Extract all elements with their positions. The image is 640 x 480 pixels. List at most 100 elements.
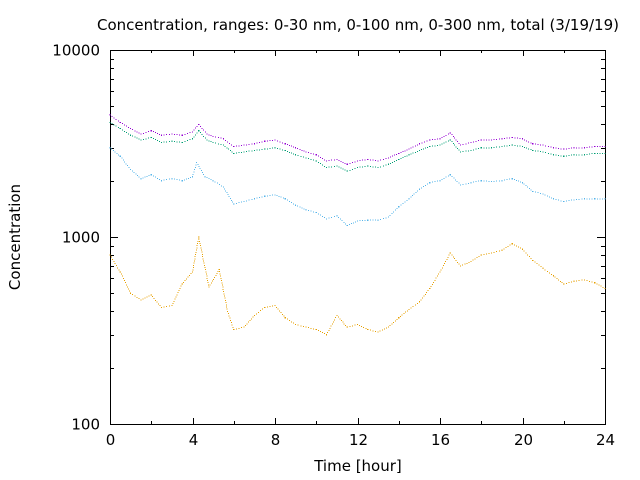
- trace-dot: [173, 133, 175, 135]
- trace-dot: [223, 293, 225, 295]
- x-tick-label: 24: [596, 431, 615, 449]
- trace-dot: [416, 302, 418, 304]
- trace-dot: [217, 137, 219, 139]
- trace-dot: [467, 142, 469, 144]
- trace-dot: [394, 160, 396, 162]
- y-tick-label: 1000: [62, 229, 100, 247]
- trace-dot: [261, 196, 263, 198]
- trace-dot: [115, 265, 117, 267]
- trace-dot: [496, 180, 498, 182]
- data-point: [264, 140, 266, 142]
- trace-dot: [394, 209, 396, 211]
- trace-dot: [229, 197, 231, 199]
- x-axis: 0 4 8 12 16 20 24: [106, 50, 615, 449]
- trace-dot: [146, 175, 148, 177]
- trace-dot: [293, 322, 295, 324]
- trace-dot: [199, 125, 201, 127]
- data-point: [563, 283, 565, 285]
- data-point: [284, 317, 286, 319]
- trace-dot: [454, 137, 456, 139]
- trace-dot: [525, 185, 527, 187]
- trace-dot: [578, 280, 580, 282]
- data-point: [274, 147, 276, 149]
- trace-dot: [226, 308, 228, 310]
- trace-dot: [427, 146, 429, 148]
- trace-dot: [385, 158, 387, 160]
- trace-dot: [194, 256, 196, 258]
- data-point: [552, 198, 555, 200]
- trace-dot: [548, 196, 550, 198]
- trace-dot: [440, 269, 442, 271]
- trace-dot: [172, 302, 174, 304]
- trace-dot: [390, 156, 391, 158]
- trace-dot: [288, 144, 290, 146]
- trace-dot: [220, 143, 222, 145]
- trace-dot: [396, 159, 398, 161]
- trace-dot: [308, 327, 310, 329]
- trace-dot: [342, 168, 344, 170]
- trace-dot: [513, 244, 515, 246]
- trace-dot: [210, 179, 212, 181]
- trace-dot: [591, 146, 593, 148]
- data-point: [501, 138, 503, 140]
- trace-dot: [556, 278, 558, 280]
- trace-dot: [546, 270, 548, 272]
- trace-dot: [134, 130, 136, 132]
- trace-dot: [207, 282, 209, 284]
- trace-dot: [152, 131, 154, 133]
- trace-dot: [483, 254, 485, 256]
- trace-dot: [354, 324, 356, 326]
- trace-dot: [163, 141, 165, 143]
- trace-dot: [226, 147, 228, 149]
- data-point: [243, 151, 245, 153]
- trace-dot: [190, 273, 192, 275]
- data-point: [377, 331, 379, 333]
- data-point: [356, 160, 359, 162]
- trace-dot: [122, 159, 124, 161]
- trace-dot: [293, 153, 295, 155]
- y-tick-label: 100: [71, 416, 100, 434]
- trace-dot: [394, 154, 396, 156]
- trace-dot: [202, 256, 204, 258]
- trace-dot: [136, 137, 138, 139]
- data-point: [480, 147, 482, 149]
- trace-dot: [240, 151, 242, 153]
- trace-dot: [350, 223, 352, 225]
- trace-dot: [126, 284, 127, 286]
- trace-dot: [342, 161, 344, 163]
- trace-dot: [488, 180, 490, 182]
- data-point: [542, 267, 544, 269]
- trace-dot: [538, 264, 540, 266]
- data-point: [532, 143, 534, 145]
- trace-dot: [143, 138, 145, 140]
- trace-dot: [445, 134, 447, 136]
- data-point: [196, 161, 198, 164]
- data-point: [119, 127, 121, 130]
- trace-dot: [327, 332, 329, 334]
- trace-dot: [206, 277, 208, 279]
- trace-dot: [546, 195, 548, 197]
- data-point: [160, 141, 163, 144]
- trace-dot: [142, 298, 144, 300]
- trace-dot: [310, 327, 312, 329]
- trace-dot: [425, 147, 427, 149]
- trace-dot: [230, 199, 232, 201]
- trace-dot: [503, 145, 505, 147]
- trace-dot: [223, 291, 225, 293]
- trace-dot: [448, 254, 450, 256]
- trace-dot: [238, 202, 240, 204]
- trace-dot: [478, 255, 480, 257]
- trace-dot: [297, 324, 299, 326]
- trace-dot: [301, 207, 303, 209]
- trace-dot: [344, 169, 346, 171]
- trace-dot: [197, 238, 199, 240]
- data-point: [206, 139, 208, 141]
- trace-dot: [427, 183, 429, 185]
- trace-dot: [321, 158, 323, 160]
- data-point: [367, 158, 369, 160]
- data-point: [160, 134, 163, 136]
- trace-dot: [591, 281, 593, 283]
- trace-dot: [168, 133, 170, 135]
- trace-dot: [168, 178, 170, 180]
- trace-dot: [111, 148, 113, 150]
